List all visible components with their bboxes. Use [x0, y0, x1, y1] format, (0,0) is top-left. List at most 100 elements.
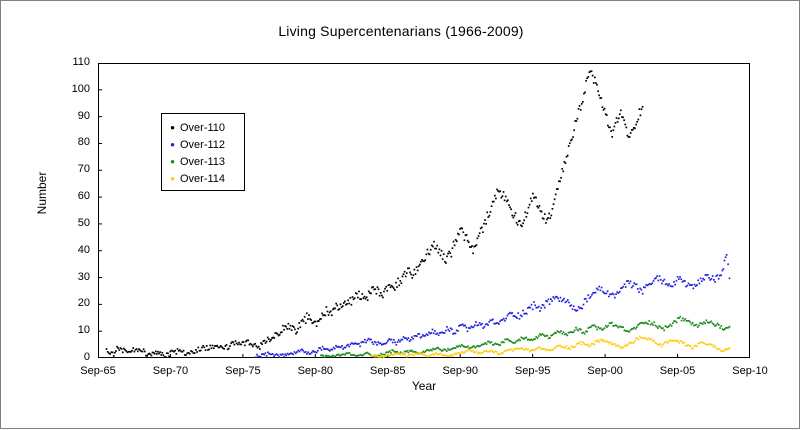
- data-point: [283, 355, 285, 358]
- data-point: [360, 341, 363, 344]
- data-point: [631, 341, 634, 344]
- data-point: [566, 154, 569, 157]
- data-point: [569, 305, 572, 307]
- data-point: [253, 343, 255, 346]
- plot-data-layer: [98, 63, 750, 358]
- data-point: [516, 339, 519, 342]
- data-point: [504, 349, 507, 352]
- data-point: [114, 351, 116, 354]
- data-point: [545, 300, 547, 302]
- data-point: [447, 355, 450, 357]
- data-point: [677, 278, 680, 280]
- data-point: [546, 348, 549, 351]
- data-point: [539, 333, 541, 335]
- data-point: [434, 348, 437, 350]
- data-point: [199, 349, 202, 352]
- data-point: [628, 330, 631, 333]
- data-point: [658, 343, 660, 346]
- legend-item-over-113[interactable]: • Over-113: [168, 153, 244, 170]
- data-point: [459, 228, 461, 230]
- data-point: [256, 346, 259, 349]
- data-point: [564, 347, 566, 349]
- data-point: [350, 354, 352, 356]
- data-point: [357, 354, 360, 357]
- data-point: [537, 335, 540, 337]
- data-point: [168, 355, 170, 358]
- data-point: [501, 318, 504, 321]
- data-point: [448, 250, 451, 253]
- data-point: [601, 106, 604, 109]
- data-point: [534, 196, 536, 199]
- data-point: [476, 352, 479, 355]
- data-point: [574, 120, 577, 122]
- data-point: [280, 354, 283, 356]
- data-point: [669, 285, 672, 287]
- data-point: [503, 341, 505, 344]
- data-point: [608, 342, 611, 345]
- data-point: [583, 92, 585, 95]
- data-point: [424, 350, 427, 353]
- data-point: [565, 155, 568, 158]
- data-point: [348, 352, 351, 354]
- data-point: [153, 352, 156, 355]
- data-point: [409, 338, 412, 341]
- data-point: [222, 347, 224, 350]
- data-point: [601, 290, 604, 293]
- data-point: [550, 214, 553, 217]
- data-point: [481, 343, 484, 346]
- data-point: [432, 347, 434, 350]
- data-point: [187, 352, 190, 354]
- data-point: [327, 314, 330, 316]
- data-point: [464, 234, 467, 237]
- data-point: [353, 343, 355, 345]
- data-point: [617, 117, 620, 120]
- data-point: [638, 322, 641, 325]
- data-point: [567, 331, 570, 334]
- data-point: [587, 343, 589, 346]
- data-point: [517, 338, 520, 341]
- data-point: [605, 114, 608, 116]
- data-point: [609, 322, 612, 325]
- data-point: [127, 350, 130, 353]
- data-point: [483, 325, 486, 328]
- data-point: [510, 340, 513, 343]
- data-point: [274, 353, 277, 356]
- data-point: [531, 349, 533, 351]
- data-point: [433, 240, 435, 243]
- data-point: [324, 314, 327, 317]
- data-point: [475, 244, 478, 246]
- data-point: [463, 239, 466, 242]
- data-point: [713, 279, 715, 281]
- data-point: [452, 347, 454, 350]
- data-point: [463, 324, 465, 327]
- data-point: [693, 345, 696, 347]
- legend-item-over-110[interactable]: • Over-110: [168, 119, 244, 136]
- data-point: [717, 324, 720, 326]
- data-point: [241, 341, 244, 343]
- data-point: [623, 344, 626, 347]
- data-point: [260, 342, 262, 344]
- data-point: [459, 352, 461, 355]
- data-point: [133, 350, 136, 353]
- data-point: [489, 350, 492, 353]
- data-point: [554, 193, 557, 196]
- data-point: [696, 326, 699, 328]
- data-point: [648, 320, 651, 322]
- data-point: [616, 344, 618, 347]
- data-point: [583, 298, 586, 300]
- data-point: [318, 347, 320, 349]
- data-point: [124, 348, 126, 351]
- data-point: [610, 130, 612, 132]
- data-point: [356, 354, 359, 357]
- data-point: [524, 211, 527, 214]
- x-tick-label: Sep-05: [659, 365, 696, 377]
- data-point: [543, 348, 546, 350]
- legend-item-over-114[interactable]: • Over-114: [168, 170, 244, 187]
- data-point: [545, 334, 548, 337]
- data-point: [608, 322, 611, 324]
- data-point: [334, 307, 336, 310]
- data-point: [106, 351, 109, 353]
- legend-item-over-112[interactable]: • Over-112: [168, 136, 244, 153]
- data-point: [657, 327, 659, 329]
- data-point: [688, 345, 691, 347]
